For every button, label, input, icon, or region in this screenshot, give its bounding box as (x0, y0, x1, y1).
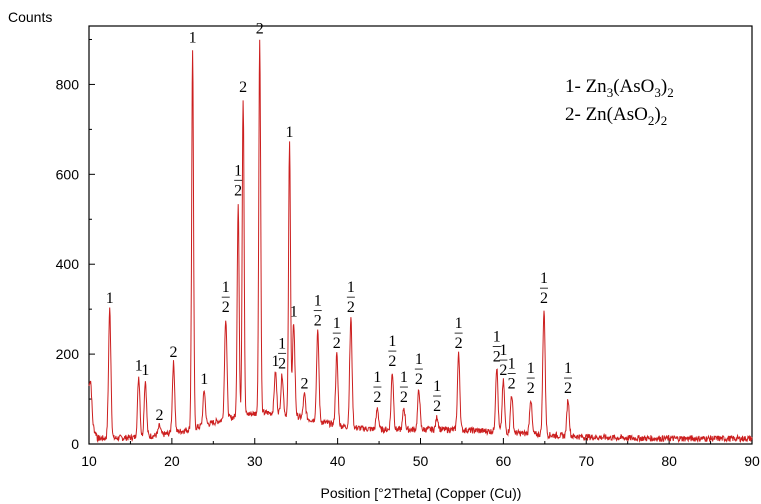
peak-label: 1 (527, 360, 535, 377)
peak-label: 1 (499, 342, 507, 359)
peak-label: 2 (499, 362, 507, 379)
x-tick-label: 30 (247, 453, 263, 469)
peak-label: 2 (347, 299, 355, 316)
x-tick-label: 60 (496, 453, 512, 469)
peak-label: 2 (222, 299, 230, 316)
peak-label: 2 (527, 380, 535, 397)
x-tick-label: 10 (81, 453, 97, 469)
y-tick-label: 400 (56, 256, 80, 272)
peak-label: 1 (493, 329, 501, 346)
peak-label: 1 (508, 356, 516, 373)
y-tick-label: 600 (56, 166, 80, 182)
peak-label: 1 (234, 162, 242, 179)
peak-label: 2 (388, 353, 396, 370)
y-axis-ticks: 0 200 400 600 800 (56, 38, 95, 452)
peak-label: 2 (508, 376, 516, 393)
x-tick-label: 50 (413, 453, 429, 469)
peak-label: 2 (170, 344, 178, 361)
x-tick-label: 90 (744, 453, 760, 469)
peak-label: 1 (433, 378, 441, 395)
peak-label: 1 (564, 360, 572, 377)
peak-label: 2 (314, 313, 322, 330)
legend: 1- Zn3(AsO3)2 2- Zn(AsO2)2 (565, 76, 674, 128)
peak-label: 1 (271, 353, 279, 370)
peak-label: 2 (564, 380, 572, 397)
peak-label: 1 (347, 279, 355, 296)
peak-label: 2 (415, 371, 423, 388)
peak-label: 1 (415, 351, 423, 368)
peak-label: 2 (400, 389, 408, 406)
x-axis-ticks: 10 20 30 40 50 60 70 80 90 (81, 438, 760, 469)
peak-label: 1 (333, 315, 341, 332)
peak-label: 1 (135, 358, 143, 375)
peak-label: 2 (493, 349, 501, 366)
peak-label: 1 (400, 369, 408, 386)
peak-label: 1 (314, 293, 322, 310)
peak-label: 1 (222, 279, 230, 296)
legend-entry-2: 2- Zn(AsO2)2 (565, 104, 667, 128)
x-tick-label: 20 (164, 453, 180, 469)
peak-label: 2 (433, 398, 441, 415)
y-tick-label: 200 (56, 346, 80, 362)
x-axis-title: Position [°2Theta] (Copper (Cu)) (321, 485, 522, 501)
peak-label: 2 (455, 335, 463, 352)
x-tick-label: 70 (578, 453, 594, 469)
peak-label: 2 (278, 355, 286, 372)
peak-label: 1 (106, 290, 114, 307)
peak-label: 2 (155, 407, 163, 424)
y-tick-label: 0 (71, 436, 79, 452)
peak-label: 1 (290, 304, 298, 321)
peak-label: 1 (286, 124, 294, 141)
peak-label: 1 (278, 335, 286, 352)
peak-label: 1 (388, 333, 396, 350)
peak-label: 2 (239, 79, 247, 96)
peak-label: 2 (540, 290, 548, 307)
peak-label: 1 (455, 315, 463, 332)
peak-label: 1 (141, 362, 149, 379)
x-tick-label: 40 (330, 453, 346, 469)
peak-label: 2 (256, 20, 264, 37)
peak-label: 2 (333, 335, 341, 352)
peak-label: 2 (373, 389, 381, 406)
peak-label: 1 (200, 371, 208, 388)
legend-entry-1: 1- Zn3(AsO3)2 (565, 76, 674, 100)
y-axis-title: Counts (8, 9, 52, 25)
peak-label: 1 (189, 29, 197, 46)
peak-label: 2 (234, 182, 242, 199)
legend-entry-1-prefix: 1- Zn (565, 76, 607, 97)
peak-label: 1 (540, 270, 548, 287)
x-tick-label: 80 (661, 453, 677, 469)
peak-label: 2 (300, 376, 308, 393)
peak-label: 1 (373, 369, 381, 386)
legend-entry-2-prefix: 2- Zn(AsO (565, 104, 648, 125)
diffraction-pattern-line (88, 39, 753, 444)
y-tick-label: 800 (56, 76, 80, 92)
